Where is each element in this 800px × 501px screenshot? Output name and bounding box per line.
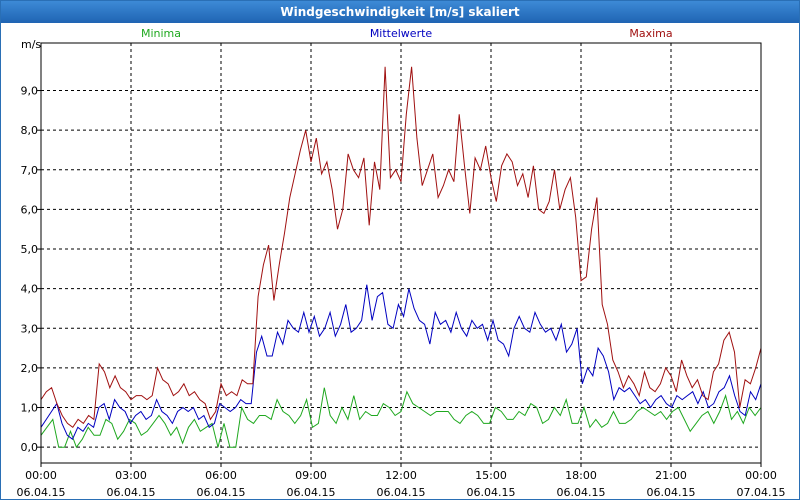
y-tick-label: 9,0 <box>21 85 39 98</box>
x-tick-time: 15:00 <box>475 469 507 482</box>
x-tick-date: 06.04.15 <box>17 486 66 499</box>
series-line-minima <box>40 387 762 449</box>
legend-item-mittelwerte: Mittelwerte <box>370 27 433 40</box>
wind-speed-chart: 0,0 1,0 2,0 3,0 4,0 5,0 6,0 7,0 8,0 9,0 00:00 06.0… <box>17 27 786 499</box>
y-tick-label: 1,0 <box>21 402 39 415</box>
y-tick-label: 0,0 <box>21 441 39 454</box>
y-axis-ticks: 0,0 1,0 2,0 3,0 4,0 5,0 6,0 7,0 8,0 9,0 <box>21 85 41 454</box>
legend-item-minima: Minima <box>141 27 181 40</box>
grid <box>41 43 761 463</box>
y-tick-label: 8,0 <box>21 124 39 137</box>
legend-item-maxima: Maxima <box>629 27 672 40</box>
x-tick-date: 06.04.15 <box>107 486 156 499</box>
y-tick-label: 3,0 <box>21 322 39 335</box>
series-line-mittelwerte <box>40 284 762 440</box>
x-tick-date: 06.04.15 <box>377 486 426 499</box>
y-axis-label: m/s <box>21 38 41 51</box>
x-tick-date: 07.04.15 <box>737 486 786 499</box>
x-tick-date: 06.04.15 <box>557 486 606 499</box>
series-line-maxima <box>40 66 762 429</box>
x-tick-time: 00:00 <box>745 469 777 482</box>
x-axis-ticks: 00:00 06.04.15 03:00 06.04.15 06:00 06.04.15 0… <box>17 463 786 499</box>
x-tick-time: 09:00 <box>295 469 327 482</box>
x-tick-time: 12:00 <box>385 469 417 482</box>
y-tick-label: 6,0 <box>21 203 39 216</box>
window-title: Windgeschwindigkeit [m/s] skaliert <box>1 1 799 23</box>
x-tick-time: 21:00 <box>655 469 687 482</box>
x-tick-time: 06:00 <box>205 469 237 482</box>
legend: Minima Mittelwerte Maxima <box>141 27 673 40</box>
x-tick-time: 00:00 <box>25 469 57 482</box>
y-tick-label: 5,0 <box>21 243 39 256</box>
series-layer <box>40 66 762 449</box>
y-tick-label: 4,0 <box>21 283 39 296</box>
y-tick-label: 7,0 <box>21 164 39 177</box>
x-tick-date: 06.04.15 <box>197 486 246 499</box>
x-tick-date: 06.04.15 <box>287 486 336 499</box>
x-tick-time: 18:00 <box>565 469 597 482</box>
x-tick-date: 06.04.15 <box>647 486 696 499</box>
x-tick-date: 06.04.15 <box>467 486 516 499</box>
x-tick-time: 03:00 <box>115 469 147 482</box>
y-tick-label: 2,0 <box>21 362 39 375</box>
